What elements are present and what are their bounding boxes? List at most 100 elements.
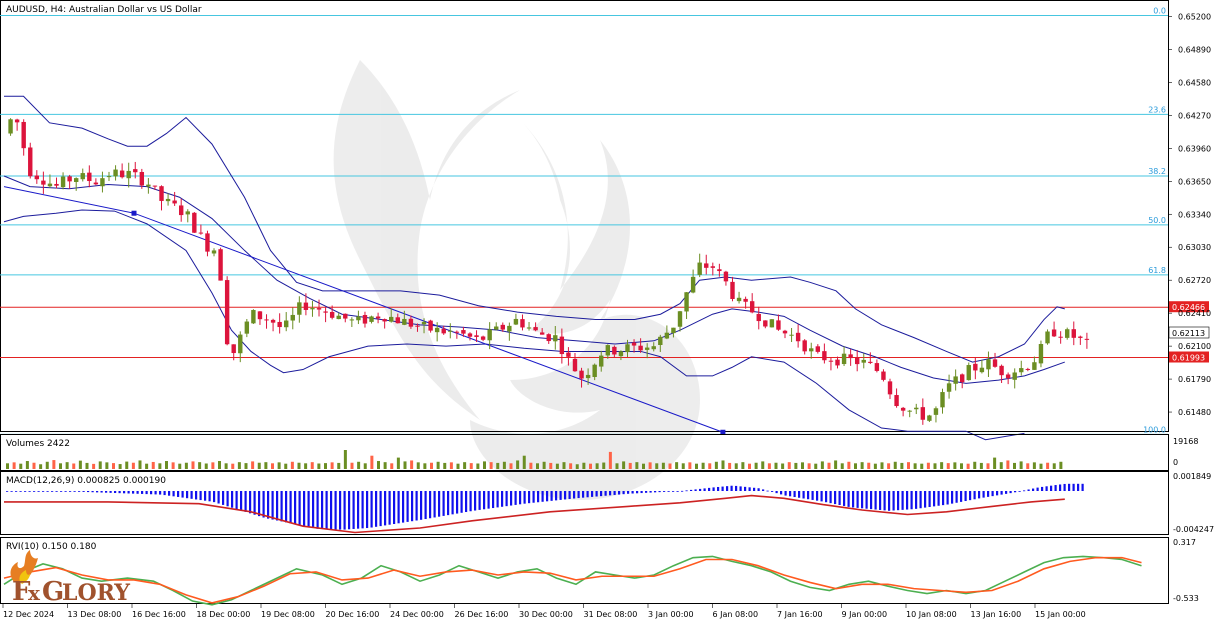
volume-bar: [1013, 462, 1016, 469]
candle-body: [933, 408, 939, 415]
candle-body: [303, 302, 309, 310]
macd-bar: [1054, 485, 1057, 491]
candle: [238, 331, 243, 363]
volume-bar: [946, 463, 950, 469]
candle-body: [205, 233, 210, 252]
volume-bar: [708, 463, 712, 469]
candle-body: [152, 185, 158, 187]
candle-body: [861, 359, 866, 363]
macd-bar: [694, 489, 697, 491]
sr-label-box-0: [1169, 301, 1209, 313]
candle-body: [658, 336, 663, 346]
price-tick-6: 0.63340: [1178, 210, 1211, 219]
candle-body: [1032, 362, 1037, 370]
candle: [93, 178, 99, 186]
macd-bar: [487, 491, 490, 509]
macd-bar: [897, 491, 900, 511]
macd-bar: [460, 491, 463, 513]
candle-body: [500, 324, 505, 330]
candle: [487, 322, 492, 350]
candle-body: [966, 365, 971, 381]
macd-bar: [901, 491, 904, 510]
macd-bar: [141, 491, 144, 494]
candle: [520, 314, 525, 331]
candle-body: [257, 311, 263, 320]
macd-bar: [217, 491, 220, 504]
candle: [513, 313, 519, 326]
candle: [362, 311, 368, 328]
volume-bar: [761, 461, 765, 469]
volume-bar: [536, 463, 539, 469]
macd-bar: [469, 491, 472, 512]
fib-label-61.8: 61.8: [1148, 266, 1166, 275]
candle: [1078, 335, 1083, 345]
candle: [723, 270, 729, 286]
volume-bar: [178, 463, 182, 469]
macd-bar: [586, 491, 589, 498]
macd-bar: [298, 491, 301, 526]
volume-bar: [231, 463, 235, 469]
macd-bar: [645, 491, 648, 493]
macd-bar: [348, 491, 351, 530]
candle-body: [874, 363, 880, 371]
volume-bar: [92, 463, 96, 469]
volume-bar: [794, 462, 798, 469]
candle: [179, 198, 184, 222]
watermark-flame-logo: [333, 60, 700, 500]
macd-bar: [798, 491, 801, 498]
volume-bar: [860, 462, 864, 469]
candle-body: [146, 184, 151, 187]
candle: [553, 325, 558, 350]
macd-bar: [442, 491, 445, 516]
candle-body: [67, 176, 72, 182]
volume-bar: [496, 462, 500, 469]
macd-bar: [802, 491, 805, 499]
candle-body: [1005, 374, 1011, 379]
candle-body: [605, 345, 610, 356]
volume-bar: [555, 463, 559, 469]
macd-bar: [24, 491, 27, 492]
candle: [1025, 367, 1031, 372]
volume-bar: [801, 462, 804, 469]
time-tick-15: 13 Jan 16:00: [971, 610, 1022, 619]
macd-bar: [874, 491, 877, 510]
candle-body: [960, 374, 965, 383]
candle-body: [749, 301, 755, 313]
volume-bar: [960, 463, 963, 469]
macd-bar: [1036, 487, 1039, 491]
macd-bar: [424, 491, 427, 520]
candle: [329, 305, 335, 320]
candle-body: [979, 367, 985, 373]
macd-bar: [973, 491, 976, 500]
price-tick-10: 0.62100: [1178, 342, 1211, 351]
macd-bar: [1005, 491, 1008, 494]
volume-bar: [489, 462, 493, 469]
time-tick-10: 3 Jan 00:00: [648, 610, 694, 619]
candle-body: [631, 342, 637, 346]
macd-bar: [816, 491, 819, 501]
macd-bar: [87, 491, 90, 493]
macd-bar: [946, 491, 949, 505]
price-tick-7: 0.63030: [1178, 243, 1211, 252]
macd-bar: [699, 488, 702, 491]
macd-bar: [735, 485, 738, 491]
macd-bar: [942, 491, 945, 506]
candle-body: [211, 250, 217, 254]
volume-bar: [396, 457, 400, 469]
macd-pane-frame: [0, 471, 1169, 535]
candlesticks: [8, 118, 1090, 425]
candle-body: [264, 319, 269, 321]
volume-bar: [900, 462, 904, 469]
volume-bar: [529, 462, 533, 469]
macd-bar: [532, 491, 535, 503]
candle-body: [415, 325, 420, 327]
candle-body: [1065, 329, 1070, 338]
volume-bar: [595, 463, 599, 469]
macd-bar: [51, 491, 54, 492]
candle: [54, 177, 59, 189]
candle-body: [927, 415, 932, 421]
candle: [933, 406, 939, 423]
candle: [323, 306, 328, 323]
candle-body: [80, 173, 85, 180]
